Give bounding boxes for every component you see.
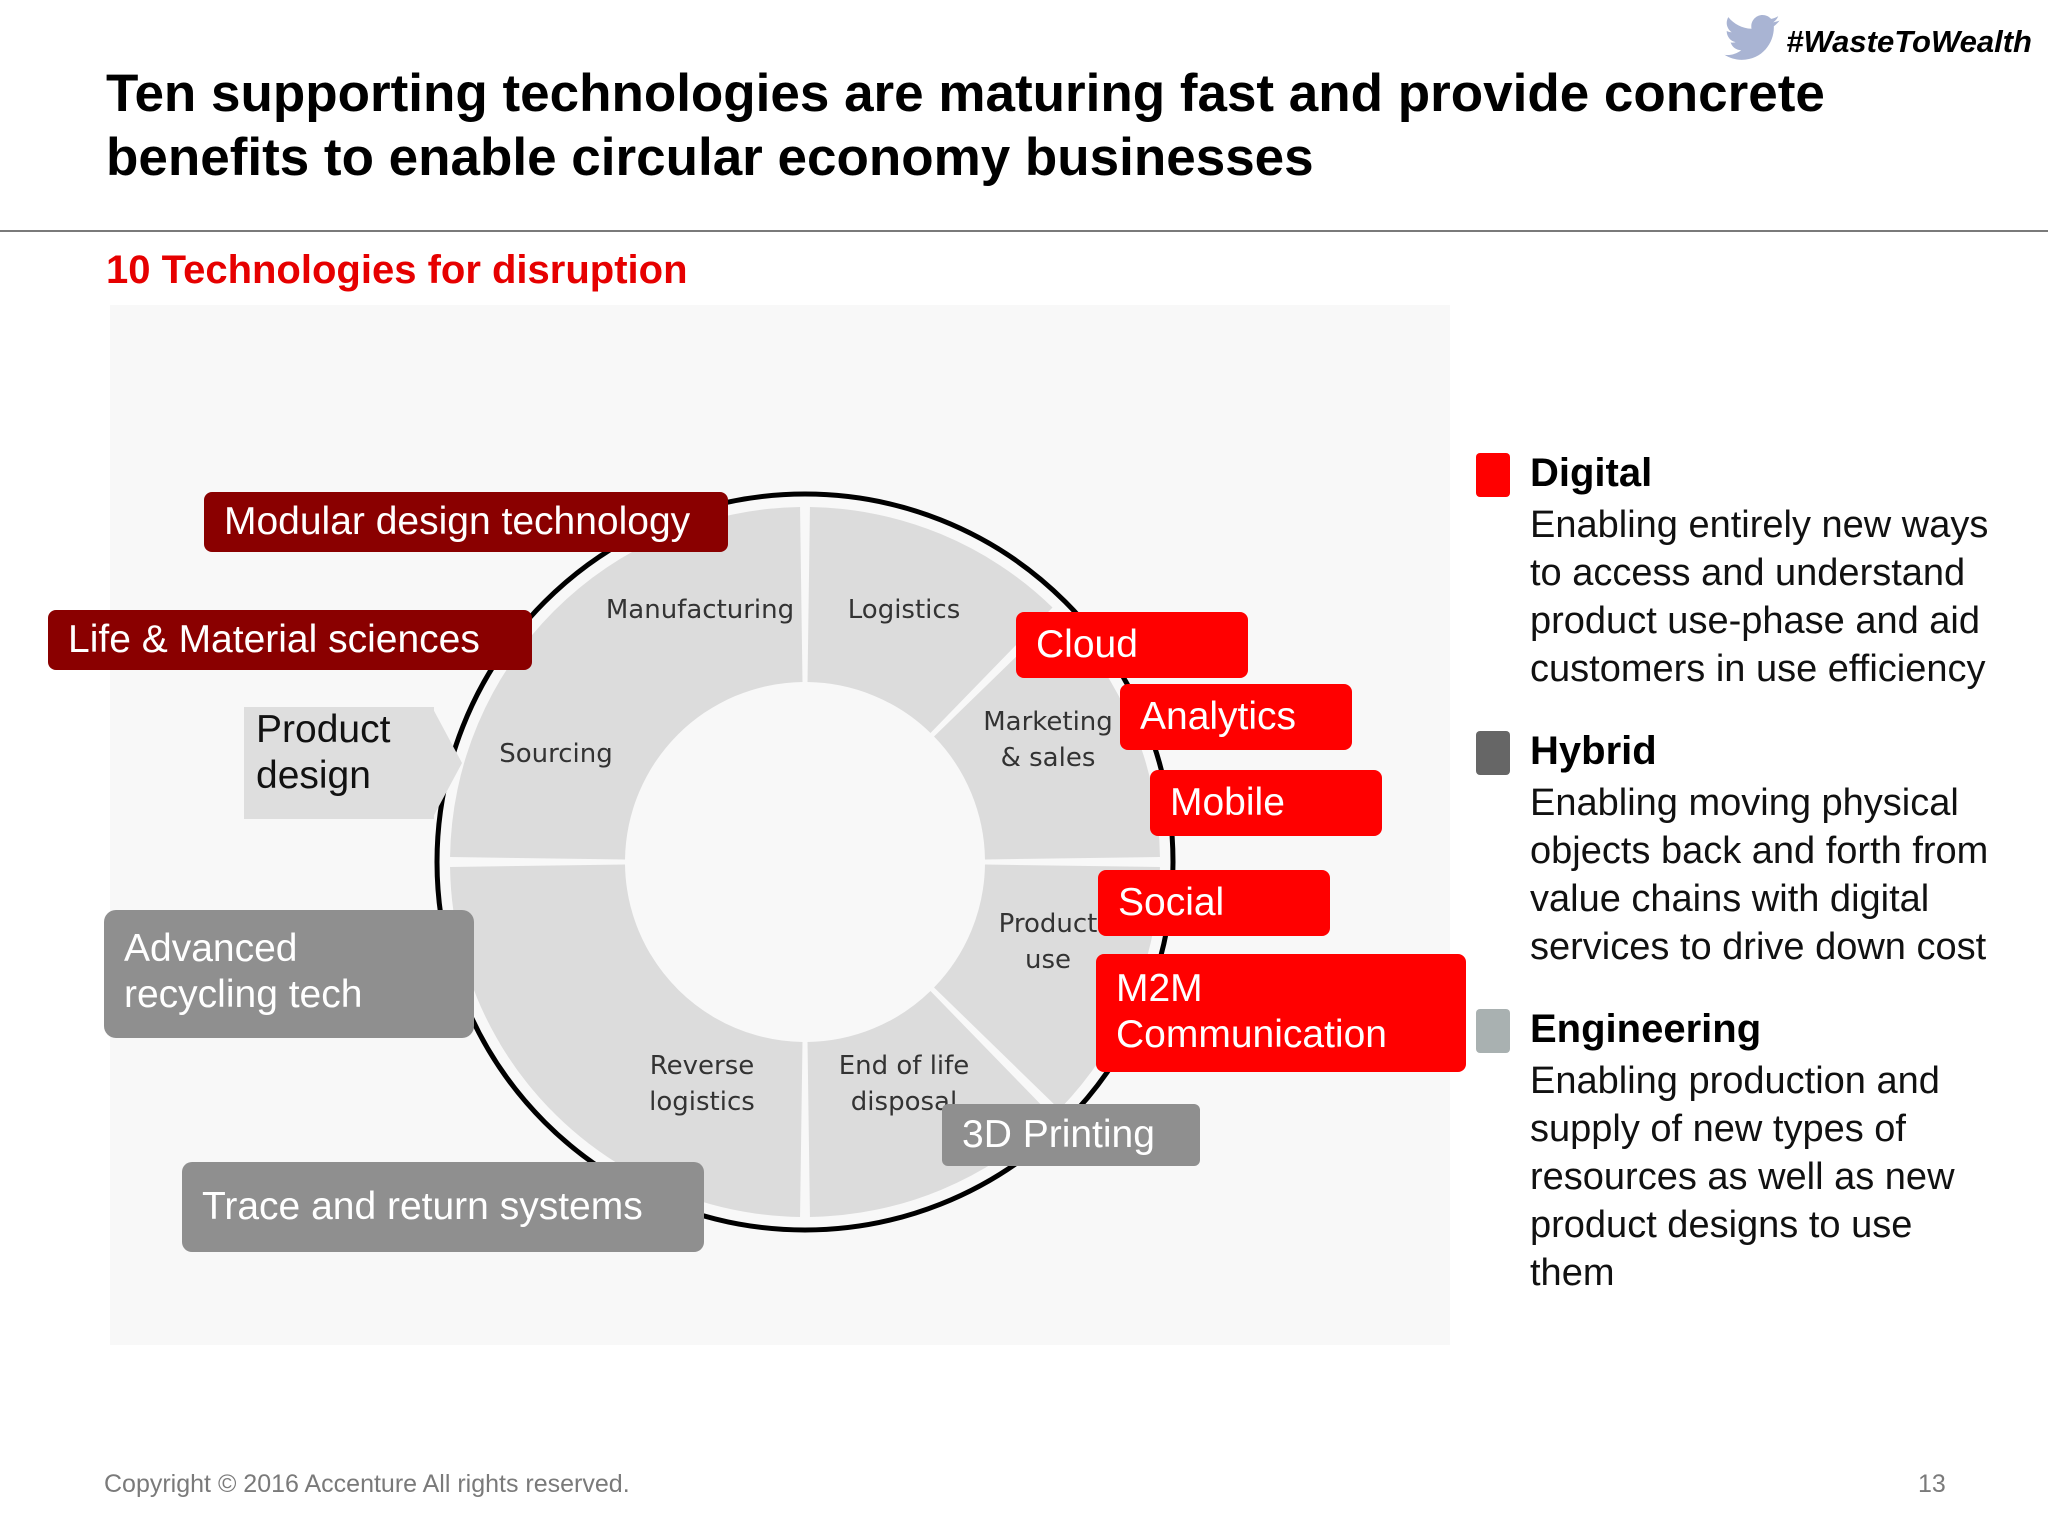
- title-divider: [0, 230, 2048, 232]
- tech-cloud-label: Cloud: [1036, 623, 1138, 666]
- product-design-box: Product design: [244, 707, 434, 819]
- tech-3d-printing-label: 3D Printing: [962, 1113, 1155, 1156]
- page-number: 13: [1918, 1470, 1946, 1498]
- legend-hybrid-desc-3: value chains with digital: [1530, 878, 1930, 920]
- legend-digital-desc-4: customers in use efficiency: [1530, 648, 1986, 690]
- tech-cloud: Cloud: [1016, 612, 1248, 678]
- legend-digital-desc-2: to access and understand: [1530, 552, 1966, 594]
- segment-marketing-sales-label-2: & sales: [1001, 743, 1096, 773]
- legend-engineering-desc-5: them: [1530, 1252, 1615, 1294]
- product-design-line-1: Product: [256, 708, 391, 751]
- segment-manufacturing: [450, 507, 803, 860]
- segment-end-of-life-label-2: disposal: [851, 1087, 957, 1117]
- tech-m2m-communication: M2M Communication: [1096, 954, 1466, 1072]
- tech-m2m-line-2: Communication: [1116, 1013, 1387, 1056]
- twitter-bird-icon: [1724, 15, 1780, 69]
- tech-trace-return-label: Trace and return systems: [202, 1185, 643, 1228]
- legend-hybrid-swatch: [1476, 731, 1510, 775]
- legend-digital-desc-3: product use-phase and aid: [1530, 600, 1980, 642]
- legend-digital-desc-1: Enabling entirely new ways: [1530, 504, 1989, 546]
- legend-engineering-desc-4: product designs to use: [1530, 1204, 1913, 1246]
- tech-mobile-label: Mobile: [1170, 781, 1285, 824]
- legend-hybrid-desc-2: objects back and forth from: [1530, 830, 1989, 872]
- legend-engineering: Engineering Enabling production and supp…: [1476, 1001, 2036, 1297]
- segment-sourcing-label-1: Sourcing: [499, 739, 613, 769]
- segment-end-of-life-label-1: End of life: [839, 1051, 970, 1081]
- copyright-footer: Copyright © 2016 Accenture All rights re…: [104, 1470, 630, 1498]
- legend-digital-title: Digital: [1530, 451, 1653, 495]
- tech-social: Social: [1098, 870, 1330, 936]
- segment-reverse-logistics-label-2: logistics: [649, 1087, 755, 1117]
- segment-product-use-label-2: use: [1025, 945, 1071, 975]
- tech-mobile: Mobile: [1150, 770, 1382, 836]
- tech-life-material-sciences: Life & Material sciences: [48, 610, 532, 670]
- legend-digital: Digital Enabling entirely new ways to ac…: [1476, 445, 2036, 693]
- tech-trace-return: Trace and return systems: [182, 1162, 704, 1252]
- legend-engineering-desc-1: Enabling production and: [1530, 1060, 1940, 1102]
- legend-engineering-desc-2: supply of new types of: [1530, 1108, 1906, 1150]
- segment-manufacturing-label-1: Manufacturing: [606, 595, 794, 625]
- hashtag-banner: #WasteToWealth: [1724, 15, 2032, 69]
- segment-reverse-logistics-label-1: Reverse: [650, 1051, 755, 1081]
- product-design-line-2: design: [256, 754, 371, 797]
- legend-digital-swatch: [1476, 453, 1510, 497]
- outer-ring: [434, 491, 1176, 1233]
- hashtag-text: #WasteToWealth: [1786, 24, 2032, 59]
- section-subtitle: 10 Technologies for disruption: [106, 248, 688, 292]
- tech-analytics: Analytics: [1120, 684, 1352, 750]
- tech-modular-design: Modular design technology: [204, 492, 728, 552]
- segment-logistics: [807, 507, 1053, 733]
- tech-advanced-recycling: Advanced recycling tech: [104, 910, 474, 1038]
- tech-advanced-recycling-line-1: Advanced: [124, 927, 298, 970]
- product-design-arrow: [432, 707, 462, 819]
- segment-product-use-label-1: Product: [999, 909, 1098, 939]
- segment-marketing-sales-label-1: Marketing: [983, 707, 1113, 737]
- page-title: Ten supporting technologies are maturing…: [106, 64, 1825, 187]
- tech-m2m-line-1: M2M: [1116, 967, 1203, 1010]
- tech-advanced-recycling-line-2: recycling tech: [124, 973, 363, 1016]
- legend-engineering-desc-3: resources as well as new: [1530, 1156, 1955, 1198]
- tech-analytics-label: Analytics: [1140, 695, 1297, 738]
- tech-social-label: Social: [1118, 881, 1225, 924]
- legend-hybrid-title: Hybrid: [1530, 729, 1657, 773]
- tech-3d-printing: 3D Printing: [942, 1104, 1200, 1166]
- segment-logistics-label-1: Logistics: [848, 595, 960, 625]
- legend-hybrid-desc-1: Enabling moving physical: [1530, 782, 1959, 824]
- legend-engineering-title: Engineering: [1530, 1007, 1762, 1051]
- legend-engineering-swatch: [1476, 1009, 1510, 1053]
- tech-modular-design-label: Modular design technology: [224, 500, 691, 543]
- legend-hybrid-desc-4: services to drive down cost: [1530, 926, 1987, 968]
- legend-hybrid: Hybrid Enabling moving physical objects …: [1476, 723, 2036, 971]
- tech-life-material-label: Life & Material sciences: [68, 618, 480, 661]
- segment-sourcing: [450, 864, 676, 1110]
- legend: Digital Enabling entirely new ways to ac…: [1476, 445, 2036, 1327]
